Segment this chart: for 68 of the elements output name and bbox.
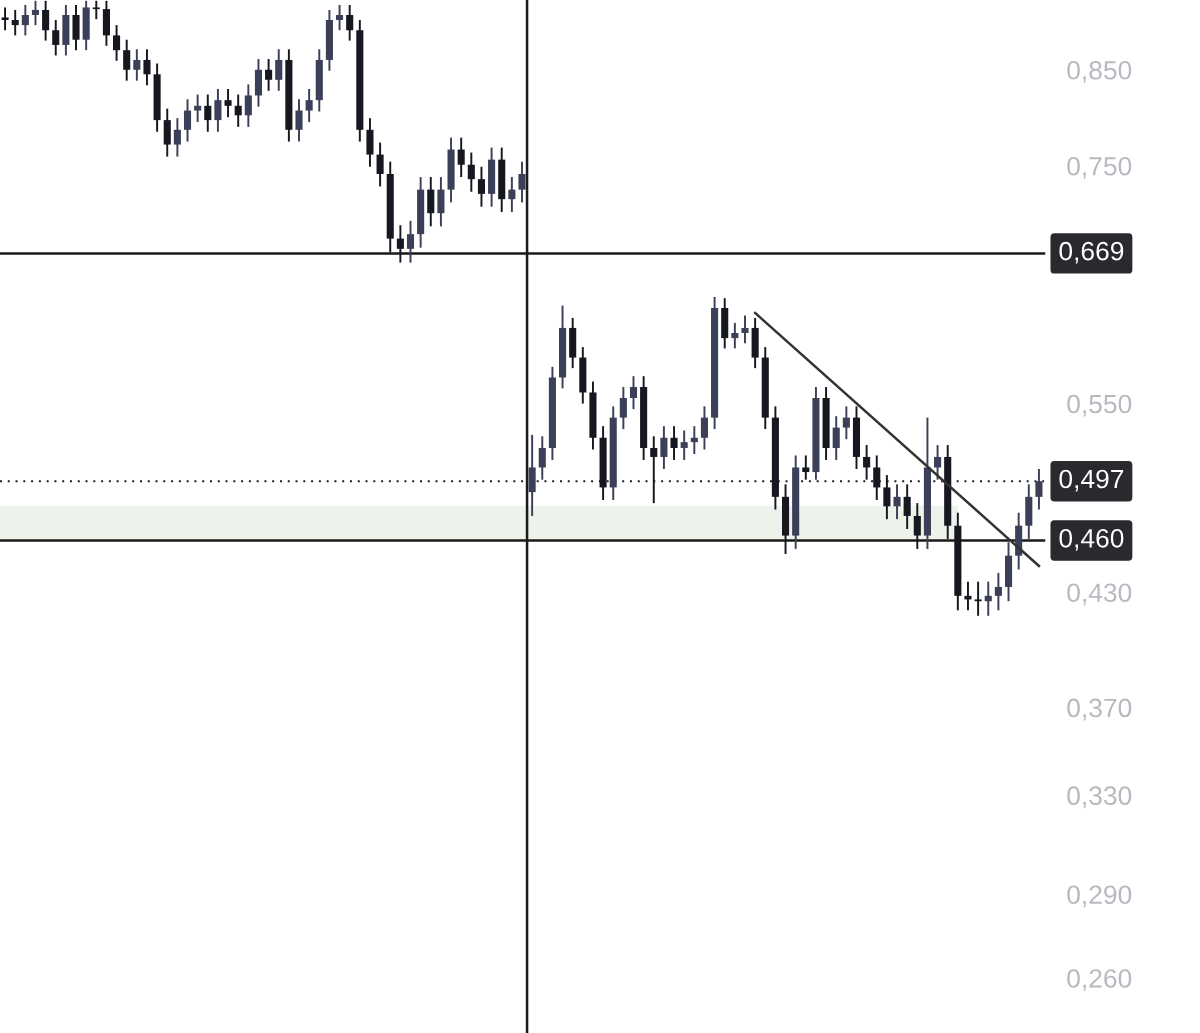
candlestick <box>1 6 9 32</box>
candlestick <box>994 571 1002 612</box>
candlestick <box>346 3 354 42</box>
candlestick <box>934 444 942 481</box>
y-tick-label: 0,260 <box>1067 969 1132 991</box>
candlestick <box>265 58 273 92</box>
candlestick <box>406 219 415 264</box>
candlestick <box>629 375 638 411</box>
candlestick <box>194 93 202 124</box>
candlestick <box>700 405 708 451</box>
candlestick <box>741 314 749 345</box>
candlestick <box>964 580 972 612</box>
candlestick <box>123 38 131 82</box>
y-tick-label: 0,550 <box>1067 394 1132 417</box>
candlestick <box>31 0 40 27</box>
y-tick-label: 0,370 <box>1067 698 1132 721</box>
candlestick <box>660 425 668 470</box>
candlestick <box>518 160 526 204</box>
candlestick <box>903 483 911 530</box>
candlestick <box>133 48 141 82</box>
candlestick <box>143 48 151 87</box>
candlestick <box>690 425 698 455</box>
candlestick <box>467 151 475 193</box>
y-tick-label: 0,330 <box>1067 786 1132 809</box>
candlestick <box>244 83 252 128</box>
y-tick-label: 0,850 <box>1067 60 1132 83</box>
candlestick <box>376 141 384 188</box>
candlestick <box>670 425 678 461</box>
candlestick <box>21 3 29 37</box>
candlestick <box>52 19 60 57</box>
candlestick <box>305 88 313 124</box>
y-tick-label: 0,430 <box>1067 583 1132 606</box>
ref-line-label: 0,669 <box>1059 241 1124 264</box>
candlestick <box>224 88 232 119</box>
candlestick <box>508 176 516 214</box>
candlestick <box>275 48 283 92</box>
candlestick <box>974 580 982 617</box>
candlestick <box>214 88 222 133</box>
candlestick <box>842 405 850 441</box>
candlestick <box>204 93 212 133</box>
candlestick <box>427 176 435 228</box>
candlestick <box>92 0 100 21</box>
candlestick <box>11 8 19 37</box>
candlestick <box>113 24 121 62</box>
y-tick-label: 0,750 <box>1067 156 1132 179</box>
candlestick <box>731 321 739 350</box>
candlestick <box>42 0 50 42</box>
candlestick <box>183 98 192 143</box>
candlestick <box>619 386 627 431</box>
ref-line-label: 0,497 <box>1059 469 1124 492</box>
candlestick <box>893 483 901 521</box>
y-tick-label: 0,290 <box>1067 885 1132 908</box>
candlestick <box>336 3 344 32</box>
ref-line-label: 0,460 <box>1059 528 1124 551</box>
candlestick <box>538 435 546 481</box>
candlestick <box>477 165 485 208</box>
candlestick <box>437 176 445 228</box>
candlestick <box>234 93 242 128</box>
candlestick <box>1035 468 1043 511</box>
candlestick <box>984 580 992 617</box>
candlestick <box>863 444 871 481</box>
candlestick <box>802 454 810 481</box>
candlestick <box>680 429 688 461</box>
candlestick <box>650 435 658 505</box>
candlestick <box>173 117 181 158</box>
candlestick <box>457 136 465 179</box>
candlestick <box>832 415 840 461</box>
candlestick <box>295 98 303 143</box>
